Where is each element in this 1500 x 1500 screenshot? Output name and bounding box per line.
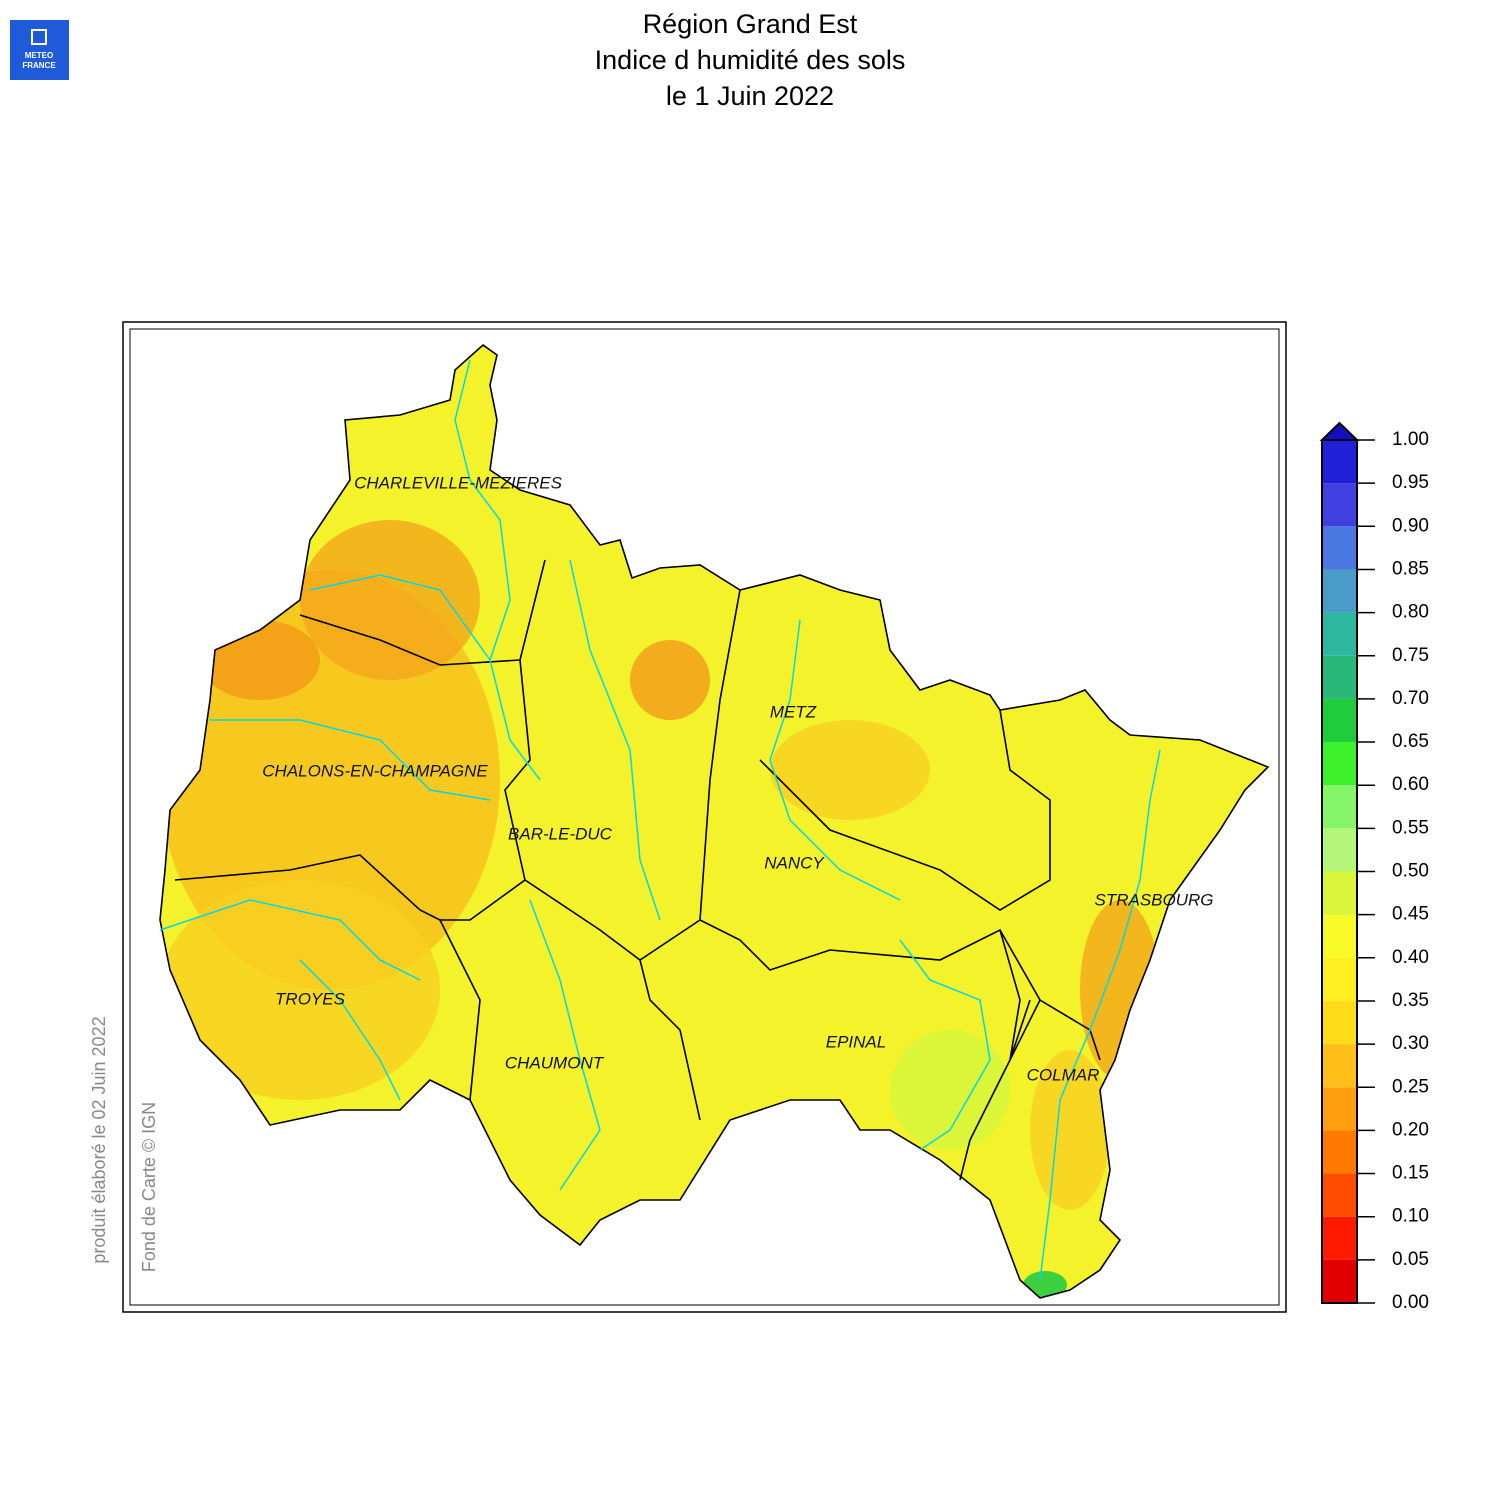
tick-label: 1.00 bbox=[1392, 429, 1429, 450]
city-label: COLMAR bbox=[1027, 1065, 1100, 1084]
color-swatch bbox=[1322, 1216, 1357, 1260]
city-label: CHALONS-EN-CHAMPAGNE bbox=[262, 761, 488, 780]
borders bbox=[159, 343, 1270, 1299]
city-label: BAR-LE-DUC bbox=[508, 824, 613, 843]
title: le 1 Juin 2022 bbox=[666, 81, 834, 111]
tick-label: 0.85 bbox=[1392, 558, 1429, 579]
color-swatch bbox=[1322, 1087, 1357, 1131]
logo-text: FRANCE bbox=[22, 61, 56, 70]
tick-label: 0.80 bbox=[1392, 602, 1429, 623]
over-arrow bbox=[1319, 421, 1360, 441]
city-label: STRASBOURG bbox=[1094, 890, 1213, 909]
color-swatch bbox=[1322, 1130, 1357, 1174]
tick-label: 0.30 bbox=[1392, 1033, 1429, 1054]
tick-label: 0.40 bbox=[1392, 947, 1429, 968]
city-label: NANCY bbox=[764, 853, 825, 872]
city-label: CHAUMONT bbox=[505, 1053, 605, 1072]
color-swatch bbox=[1322, 742, 1357, 786]
map-frame bbox=[129, 328, 1280, 1306]
tick-label: 0.45 bbox=[1392, 904, 1429, 925]
color-swatch bbox=[1322, 828, 1357, 872]
logo-icon bbox=[31, 29, 47, 45]
city-label: CHARLEVILLE-MEZIERES bbox=[354, 473, 562, 492]
color-swatch bbox=[1322, 483, 1357, 527]
tick-label: 0.60 bbox=[1392, 774, 1429, 795]
tick-label: 0.35 bbox=[1392, 990, 1429, 1011]
color-swatch bbox=[1322, 612, 1357, 656]
tick-label: 0.15 bbox=[1392, 1163, 1429, 1184]
color-swatch bbox=[1322, 914, 1357, 958]
tick-label: 0.65 bbox=[1392, 731, 1429, 752]
color-swatch bbox=[1322, 698, 1357, 743]
logo-text: METEO bbox=[25, 51, 53, 60]
tick-label: 0.55 bbox=[1392, 817, 1429, 838]
tick-label: 0.75 bbox=[1392, 645, 1429, 666]
tick-label: 0.95 bbox=[1392, 472, 1429, 493]
map-frame bbox=[122, 321, 1287, 1313]
color-swatch bbox=[1322, 1259, 1357, 1303]
tick-label: 0.50 bbox=[1392, 861, 1429, 882]
tick-label: 0.70 bbox=[1392, 688, 1429, 709]
color-swatch bbox=[1322, 1000, 1357, 1045]
tick-label: 0.90 bbox=[1392, 515, 1429, 536]
tick-label: 0.25 bbox=[1392, 1076, 1429, 1097]
color-swatch bbox=[1322, 440, 1357, 484]
color-swatch bbox=[1322, 957, 1357, 1001]
tick-label: 0.10 bbox=[1392, 1206, 1429, 1227]
color-swatch bbox=[1322, 526, 1357, 570]
city-label: TROYES bbox=[275, 989, 346, 1008]
color-swatch bbox=[1322, 871, 1357, 915]
city-label: METZ bbox=[770, 702, 817, 721]
colorbar: 0.00 0.05 0.10 0.15 0.20 0.25 0.30 0.35 0.40 0.45… bbox=[1319, 421, 1429, 1313]
color-swatch bbox=[1322, 1044, 1357, 1088]
color-swatch bbox=[1322, 1173, 1357, 1217]
tick-label: 0.05 bbox=[1392, 1249, 1429, 1270]
color-swatch bbox=[1322, 785, 1357, 829]
rivers bbox=[159, 359, 1161, 1281]
title: Indice d humidité des sols bbox=[595, 45, 906, 75]
tick-label: 0.00 bbox=[1392, 1292, 1429, 1313]
color-swatch bbox=[1322, 655, 1357, 699]
production-note: produit élaboré le 02 Juin 2022 bbox=[89, 1016, 109, 1263]
map-credit: Fond de Carte © IGN bbox=[139, 1102, 159, 1272]
title: Région Grand Est bbox=[643, 9, 858, 39]
tick-label: 0.20 bbox=[1392, 1119, 1429, 1140]
color-swatch bbox=[1322, 569, 1357, 613]
city-label: EPINAL bbox=[826, 1032, 886, 1051]
